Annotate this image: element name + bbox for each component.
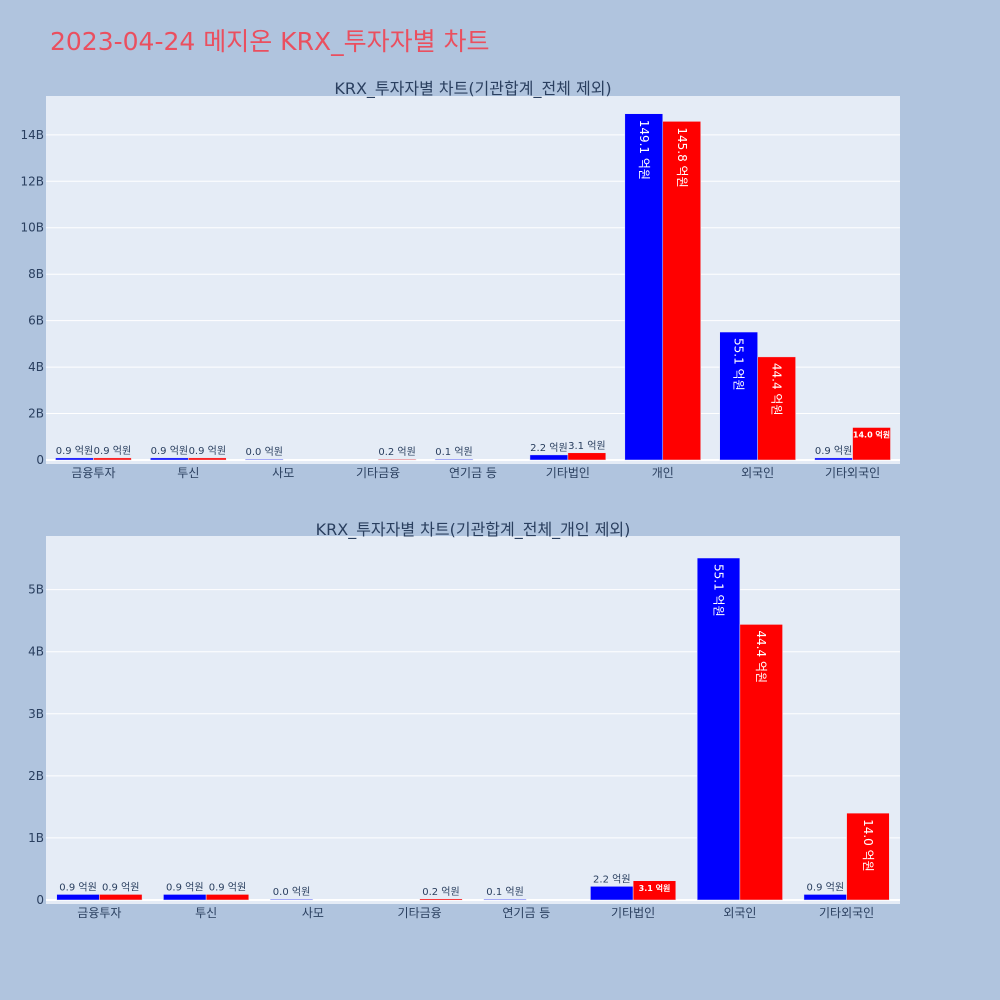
bar xyxy=(188,457,227,461)
x-tick-label: 기타금융 xyxy=(356,466,400,480)
bar xyxy=(269,898,314,901)
y-tick-label: 2B xyxy=(28,407,44,421)
y-tick-label: 1B xyxy=(28,831,44,845)
x-tick-label: 기타법인 xyxy=(611,906,655,920)
y-tick-label: 8B xyxy=(28,267,44,281)
x-tick-label: 기타법인 xyxy=(546,466,590,480)
y-tick-label: 12B xyxy=(20,174,44,188)
bar-value-label: 0.9 억원 xyxy=(189,445,226,457)
bar-value-label: 0.9 억원 xyxy=(59,881,96,893)
bar xyxy=(846,812,890,901)
bar xyxy=(529,454,569,461)
x-tick-label: 사모 xyxy=(302,906,324,920)
bar-value-label: 14.0 억원 xyxy=(861,819,875,872)
x-tick-label: 사모 xyxy=(272,466,294,480)
bar xyxy=(696,557,741,901)
x-tick-label: 기타외국인 xyxy=(825,466,880,480)
bar-value-label: 0.0 억원 xyxy=(246,446,283,458)
bar-value-label: 0.1 억원 xyxy=(486,886,523,898)
bar xyxy=(419,898,463,901)
bar xyxy=(483,898,527,901)
x-tick-label: 기타외국인 xyxy=(819,906,874,920)
bar-value-label: 55.1 억원 xyxy=(732,338,746,391)
bar xyxy=(434,458,474,461)
y-tick-label: 14B xyxy=(20,128,44,142)
x-tick-label: 연기금 등 xyxy=(449,466,497,480)
bar-value-label: 2.2 억원 xyxy=(530,442,567,454)
bar xyxy=(814,457,853,461)
bar xyxy=(739,624,783,901)
bar xyxy=(567,452,607,461)
bar-value-label: 55.1 억원 xyxy=(712,564,726,617)
bar-value-label: 149.1 억원 xyxy=(637,120,651,180)
x-tick-label: 투신 xyxy=(195,906,217,920)
x-tick-label: 금융투자 xyxy=(71,466,115,480)
bar xyxy=(245,458,284,461)
bar xyxy=(590,886,634,901)
bar-value-label: 14.0 억원 xyxy=(853,429,890,439)
x-tick-label: 외국인 xyxy=(723,906,756,920)
bar xyxy=(150,457,189,461)
bar-value-label: 0.9 억원 xyxy=(807,881,844,893)
bar-value-label: 0.0 억원 xyxy=(273,886,310,898)
y-tick-label: 4B xyxy=(28,360,44,374)
bar-value-label: 0.2 억원 xyxy=(378,446,415,458)
x-tick-label: 금융투자 xyxy=(77,906,121,920)
bar xyxy=(803,894,847,901)
bar-value-label: 0.9 억원 xyxy=(209,881,246,893)
bar-value-label: 0.9 억원 xyxy=(56,445,93,457)
y-tick-label: 5B xyxy=(28,583,44,597)
bar-value-label: 3.1 억원 xyxy=(568,440,605,452)
bar xyxy=(757,356,796,461)
y-tick-label: 3B xyxy=(28,707,44,721)
bar xyxy=(852,427,891,461)
bar xyxy=(662,121,701,461)
y-tick-label: 2B xyxy=(28,769,44,783)
bar-value-label: 0.1 억원 xyxy=(435,446,472,458)
bar-value-label: 0.2 억원 xyxy=(422,886,459,898)
x-tick-label: 연기금 등 xyxy=(502,906,550,920)
bar-value-label: 0.9 억원 xyxy=(166,881,203,893)
bar-value-label: 3.1 억원 xyxy=(639,883,671,893)
chart-title: KRX_투자자별 차트(기관합계_전체_개인 제외) xyxy=(316,520,631,540)
chart-1: 0 2B 4B 6B 8B 10B 12B 14B KRX_투자자별 차트(기관합계_전체 제외… xyxy=(20,79,900,480)
bar xyxy=(56,894,100,901)
y-tick-label: 0 xyxy=(36,453,44,467)
y-tick-label: 6B xyxy=(28,314,44,328)
bar-value-label: 2.2 억원 xyxy=(593,873,630,885)
chart-title: KRX_투자자별 차트(기관합계_전체 제외) xyxy=(334,79,611,99)
bar-value-label: 0.9 억원 xyxy=(94,445,131,457)
x-tick-label: 외국인 xyxy=(741,466,774,480)
chart-2: 0 1B 2B 3B 4B 5B KRX_투자자별 차트(기관합계_전체_개인 제외) 금융투… xyxy=(28,520,900,920)
bar-value-label: 0.9 억원 xyxy=(815,445,852,457)
bar-value-label: 145.8 억원 xyxy=(675,127,689,187)
bar xyxy=(205,894,250,901)
bar xyxy=(93,457,132,461)
bar-value-label: 44.4 억원 xyxy=(754,630,768,683)
bar xyxy=(55,457,94,461)
y-tick-label: 0 xyxy=(36,893,44,907)
y-tick-label: 10B xyxy=(20,221,44,235)
bar-value-label: 0.9 억원 xyxy=(102,881,139,893)
page-title: 2023-04-24 메지온 KRX_투자자별 차트 xyxy=(50,27,490,56)
x-tick-label: 투신 xyxy=(177,466,199,480)
bar xyxy=(99,894,143,901)
bar xyxy=(719,331,758,461)
bar xyxy=(632,880,677,901)
bar-value-label: 0.9 억원 xyxy=(151,445,188,457)
bar-value-label: 44.4 억원 xyxy=(770,363,784,416)
bar xyxy=(377,458,417,461)
bar xyxy=(163,894,207,901)
x-tick-label: 개인 xyxy=(652,466,674,480)
x-tick-label: 기타금융 xyxy=(398,906,442,920)
y-tick-label: 4B xyxy=(28,645,44,659)
